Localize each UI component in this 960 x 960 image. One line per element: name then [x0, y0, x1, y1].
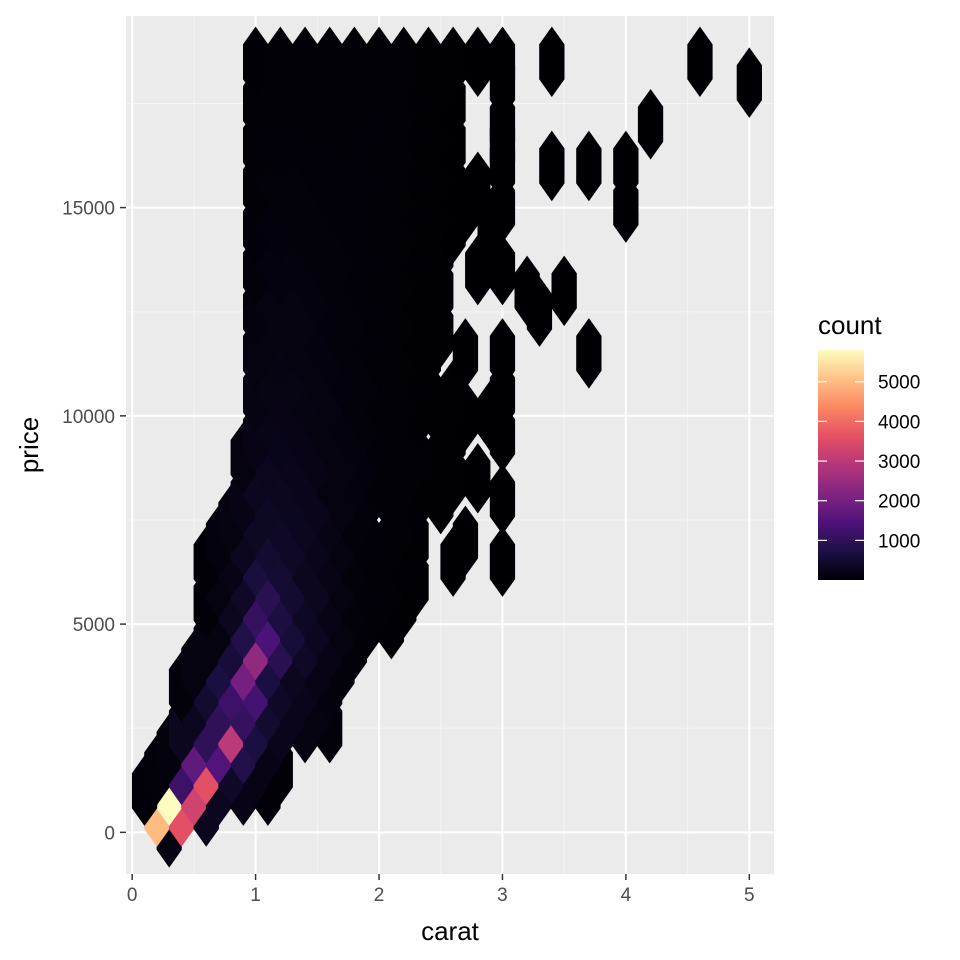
- y-tick-label: 15000: [62, 199, 115, 220]
- legend-colorbar: [818, 350, 864, 580]
- x-axis: 0 1 2 3 4 5: [127, 874, 755, 906]
- x-tick-label: 3: [497, 885, 508, 906]
- hex-cell: [637, 89, 664, 160]
- legend-label: 2000: [878, 492, 920, 513]
- hex-cells: [131, 26, 763, 868]
- legend-title: count: [818, 310, 882, 340]
- hex-cell: [489, 526, 516, 597]
- hex-cell: [452, 505, 479, 577]
- x-axis-title: carat: [421, 916, 480, 946]
- hex-cell: [489, 26, 516, 98]
- y-axis: 0 5000 10000 15000: [62, 199, 126, 844]
- legend-label: 3000: [878, 452, 920, 473]
- y-tick-label: 5000: [73, 615, 115, 636]
- color-legend: count 1000 2000 3000 4000 5000: [818, 310, 920, 580]
- legend-label: 1000: [878, 531, 920, 552]
- hex-cell: [489, 318, 516, 389]
- hex-cell: [539, 130, 565, 202]
- hex-cell: [465, 443, 491, 514]
- hex-cell: [576, 130, 602, 202]
- hex-cell: [736, 47, 763, 118]
- legend-ticks: 1000 2000 3000 4000 5000: [818, 373, 920, 552]
- y-tick-label: 0: [104, 823, 115, 844]
- x-tick-label: 0: [127, 885, 138, 906]
- x-tick-label: 4: [621, 885, 632, 906]
- hex-cell: [687, 26, 713, 98]
- hex-cell: [551, 255, 577, 327]
- y-tick-label: 10000: [62, 407, 115, 428]
- hex-cell: [576, 318, 602, 389]
- hex-cell: [539, 26, 565, 98]
- legend-label: 5000: [878, 373, 920, 394]
- y-axis-title: price: [14, 417, 44, 473]
- x-tick-label: 1: [250, 885, 261, 906]
- hex-cell: [613, 130, 639, 202]
- x-tick-label: 5: [744, 885, 755, 906]
- x-tick-label: 2: [374, 885, 385, 906]
- legend-label: 4000: [878, 412, 920, 433]
